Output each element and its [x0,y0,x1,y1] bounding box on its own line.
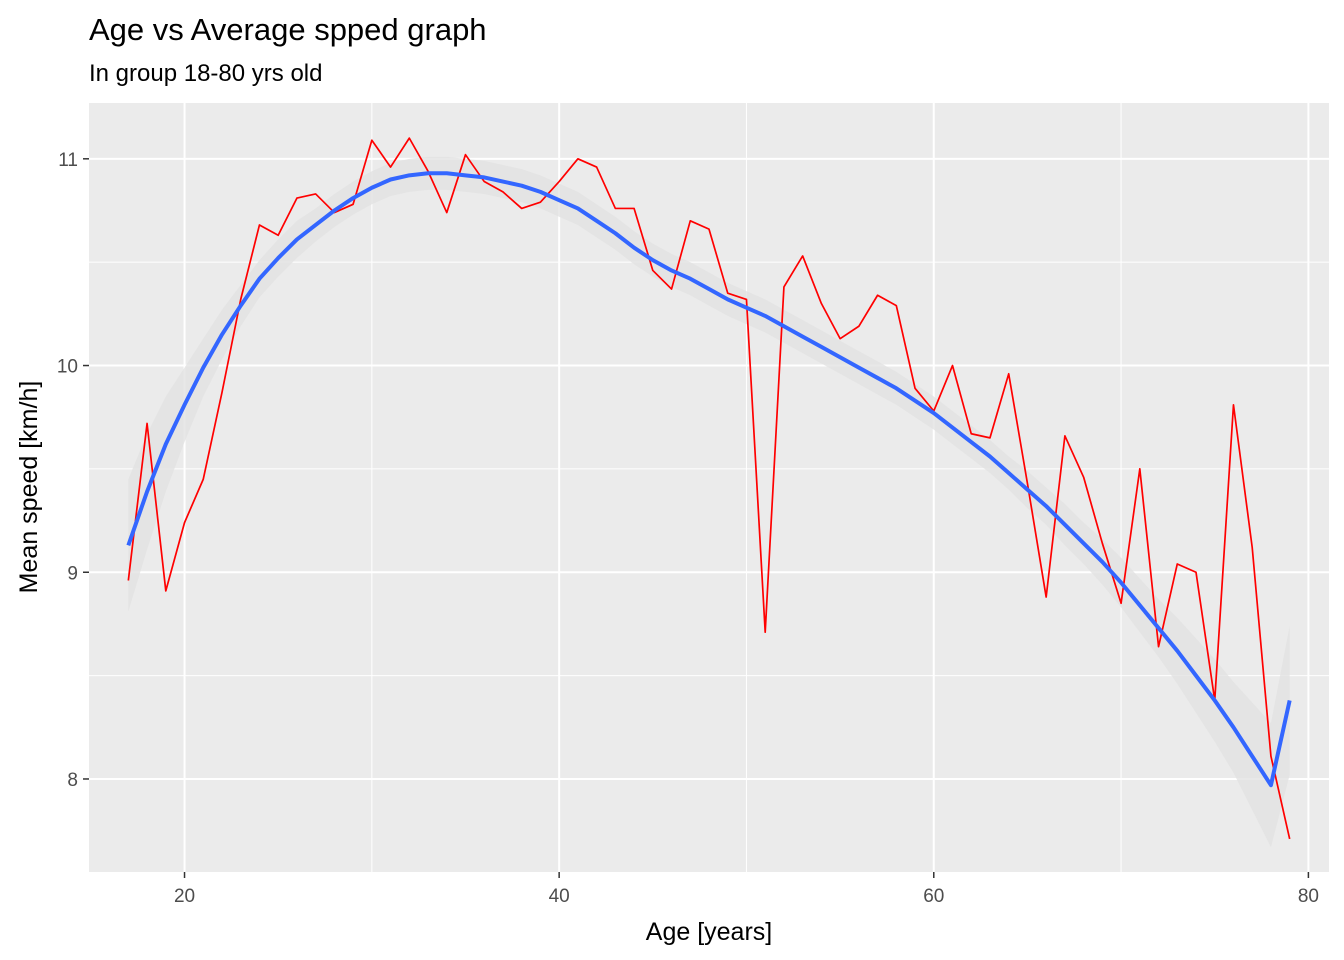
x-axis-title: Age [years] [646,918,772,946]
plot-panel [89,103,1329,872]
major-gridlines [89,103,1329,872]
y-axis: 8 9 10 11 [57,150,89,791]
y-tick-label: 9 [67,563,78,584]
y-tick-label: 10 [57,357,78,378]
minor-gridlines [89,103,1329,872]
smoothed-trend-line [126,171,1292,788]
x-tick-label: 60 [923,886,944,907]
observed-mean-speed-line [127,137,1291,840]
y-axis-title: Mean speed [km/h] [15,381,43,594]
x-axis: 20 40 60 80 [174,872,1319,907]
y-tick-label: 8 [67,770,78,791]
chart-subtitle: In group 18-80 yrs old [89,60,323,87]
chart-title: Age vs Average spped graph [89,12,487,47]
y-tick-label: 11 [58,150,78,171]
x-tick-label: 20 [174,886,195,907]
series-layer [126,137,1292,840]
x-tick-label: 80 [1298,886,1319,907]
x-tick-label: 40 [549,886,570,907]
